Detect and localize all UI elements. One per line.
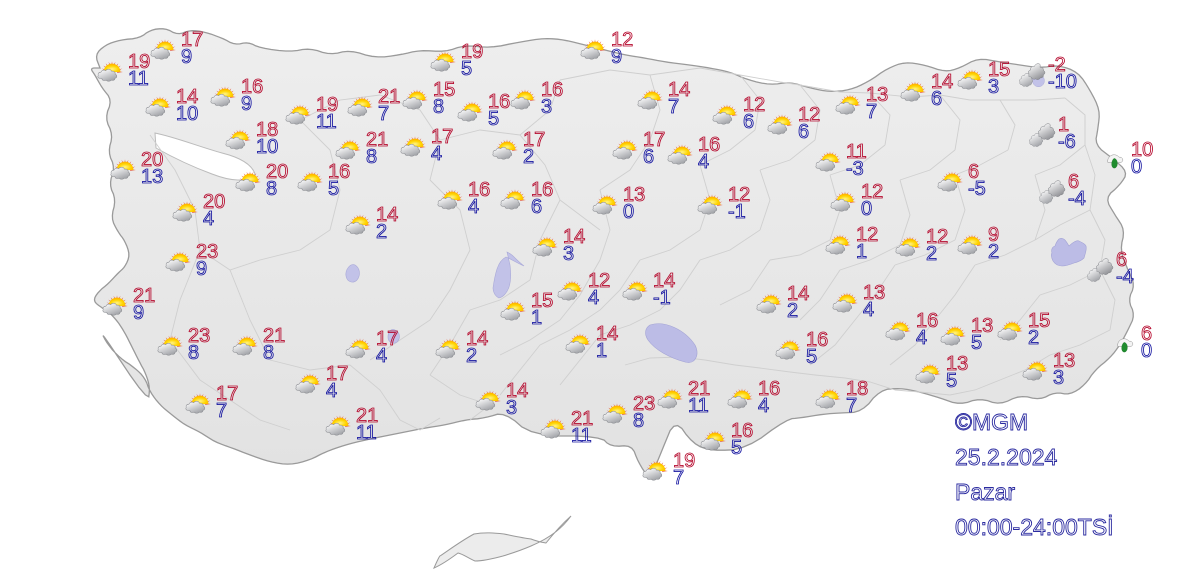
svg-text:-4: -4 bbox=[1116, 266, 1134, 288]
svg-text:-3: -3 bbox=[846, 158, 864, 180]
svg-text:5: 5 bbox=[806, 346, 817, 368]
svg-text:0: 0 bbox=[623, 201, 634, 223]
svg-text:5: 5 bbox=[971, 332, 982, 354]
svg-text:9: 9 bbox=[611, 46, 622, 68]
svg-text:4: 4 bbox=[916, 327, 927, 349]
svg-text:6: 6 bbox=[643, 146, 654, 168]
svg-text:11: 11 bbox=[128, 68, 149, 90]
svg-text:2: 2 bbox=[787, 300, 798, 322]
svg-text:7: 7 bbox=[668, 96, 679, 118]
svg-text:7: 7 bbox=[846, 395, 857, 417]
svg-text:-1: -1 bbox=[728, 201, 746, 223]
svg-text:2: 2 bbox=[1028, 327, 1039, 349]
svg-text:-10: -10 bbox=[1048, 71, 1077, 93]
svg-text:3: 3 bbox=[541, 96, 552, 118]
svg-text:4: 4 bbox=[468, 196, 479, 218]
svg-text:7: 7 bbox=[866, 101, 877, 123]
svg-text:7: 7 bbox=[673, 467, 684, 489]
svg-text:3: 3 bbox=[988, 76, 999, 98]
svg-text:5: 5 bbox=[328, 178, 339, 200]
svg-text:4: 4 bbox=[698, 151, 709, 173]
svg-text:2: 2 bbox=[466, 345, 477, 367]
svg-text:3: 3 bbox=[1053, 367, 1064, 389]
svg-text:25.2.2024: 25.2.2024 bbox=[955, 444, 1058, 470]
svg-text:4: 4 bbox=[758, 395, 769, 417]
svg-text:9: 9 bbox=[241, 93, 252, 115]
svg-text:11: 11 bbox=[356, 422, 377, 444]
svg-text:8: 8 bbox=[266, 178, 277, 200]
svg-text:2: 2 bbox=[523, 146, 534, 168]
svg-text:-1: -1 bbox=[653, 287, 671, 309]
svg-text:-5: -5 bbox=[968, 178, 986, 200]
svg-text:2: 2 bbox=[988, 241, 999, 263]
svg-text:2: 2 bbox=[926, 243, 937, 265]
svg-text:6: 6 bbox=[798, 121, 809, 143]
svg-text:3: 3 bbox=[563, 243, 574, 265]
svg-text:0: 0 bbox=[1141, 340, 1152, 362]
svg-text:5: 5 bbox=[488, 108, 499, 130]
svg-text:10: 10 bbox=[176, 103, 198, 125]
svg-text:10: 10 bbox=[256, 136, 278, 158]
svg-text:0: 0 bbox=[1131, 156, 1142, 178]
svg-text:1: 1 bbox=[531, 307, 542, 329]
svg-text:6: 6 bbox=[531, 196, 542, 218]
svg-text:9: 9 bbox=[181, 46, 192, 68]
svg-text:9: 9 bbox=[196, 258, 207, 280]
svg-text:©MGM: ©MGM bbox=[955, 409, 1028, 435]
svg-text:8: 8 bbox=[366, 146, 377, 168]
svg-text:0: 0 bbox=[861, 198, 872, 220]
svg-text:4: 4 bbox=[376, 345, 387, 367]
svg-text:4: 4 bbox=[203, 208, 214, 230]
svg-text:6: 6 bbox=[931, 88, 942, 110]
svg-text:5: 5 bbox=[461, 58, 472, 80]
svg-text:11: 11 bbox=[316, 111, 337, 133]
svg-text:5: 5 bbox=[946, 370, 957, 392]
svg-text:8: 8 bbox=[188, 342, 199, 364]
svg-text:2: 2 bbox=[376, 221, 387, 243]
svg-text:4: 4 bbox=[431, 143, 442, 165]
svg-text:4: 4 bbox=[863, 299, 874, 321]
svg-text:11: 11 bbox=[571, 425, 592, 447]
svg-text:13: 13 bbox=[141, 166, 163, 188]
svg-text:7: 7 bbox=[378, 103, 389, 125]
svg-text:1: 1 bbox=[596, 340, 607, 362]
svg-text:11: 11 bbox=[688, 395, 709, 417]
svg-text:9: 9 bbox=[133, 302, 144, 324]
svg-text:-6: -6 bbox=[1058, 131, 1076, 153]
svg-text:4: 4 bbox=[326, 380, 337, 402]
svg-text:-4: -4 bbox=[1068, 188, 1086, 210]
svg-text:00:00-24:00TSİ: 00:00-24:00TSİ bbox=[955, 514, 1114, 540]
svg-text:6: 6 bbox=[743, 111, 754, 133]
svg-text:7: 7 bbox=[216, 400, 227, 422]
svg-text:Pazar: Pazar bbox=[955, 479, 1015, 505]
svg-text:8: 8 bbox=[263, 342, 274, 364]
svg-text:3: 3 bbox=[506, 397, 517, 419]
svg-text:1: 1 bbox=[856, 241, 867, 263]
svg-text:4: 4 bbox=[588, 287, 599, 309]
svg-text:5: 5 bbox=[731, 437, 742, 459]
svg-text:8: 8 bbox=[433, 96, 444, 118]
svg-text:8: 8 bbox=[633, 410, 644, 432]
